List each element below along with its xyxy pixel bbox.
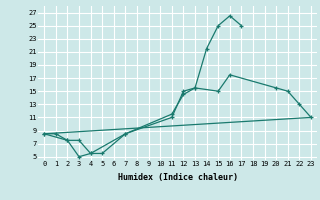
- X-axis label: Humidex (Indice chaleur): Humidex (Indice chaleur): [118, 173, 238, 182]
